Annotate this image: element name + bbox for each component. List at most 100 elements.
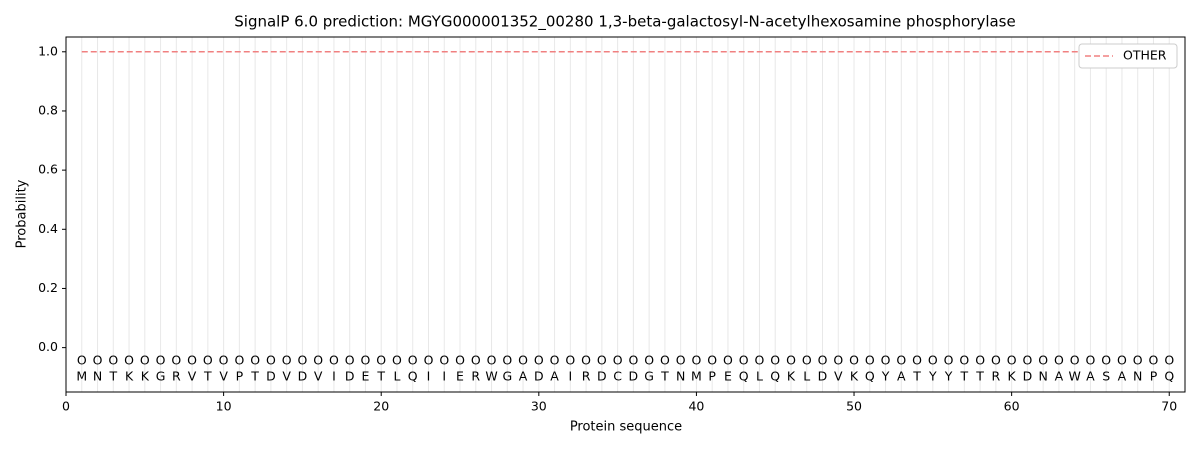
prediction-label: O — [1101, 353, 1111, 368]
residue-label: Y — [881, 369, 890, 384]
prediction-label: O — [439, 353, 449, 368]
residue-label: D — [818, 369, 828, 384]
prediction-label: O — [597, 353, 607, 368]
prediction-label: O — [140, 353, 150, 368]
prediction-label: O — [849, 353, 859, 368]
residue-label: T — [960, 369, 969, 384]
residue-label: T — [250, 369, 259, 384]
residue-label: I — [427, 369, 431, 384]
prediction-label: O — [565, 353, 575, 368]
plot-frame — [65, 36, 1186, 393]
prediction-label: O — [802, 353, 812, 368]
residue-label: W — [1068, 369, 1080, 384]
prediction-label: O — [660, 353, 670, 368]
prediction-label: O — [944, 353, 954, 368]
prediction-label: O — [881, 353, 891, 368]
prediction-label: O — [1038, 353, 1048, 368]
chart-title: SignalP 6.0 prediction: MGYG000001352_00… — [234, 13, 1015, 32]
prediction-label: O — [739, 353, 749, 368]
residue-label: A — [1055, 369, 1064, 384]
residue-label: V — [188, 369, 197, 384]
residue-label: A — [1086, 369, 1095, 384]
residue-label: D — [345, 369, 355, 384]
prediction-label: O — [1117, 353, 1127, 368]
residue-label: A — [1118, 369, 1127, 384]
y-tick-label: 0.6 — [38, 162, 58, 177]
y-tick-label: 0.2 — [38, 280, 58, 295]
residue-label: T — [912, 369, 921, 384]
prediction-label: O — [912, 353, 922, 368]
prediction-label: O — [345, 353, 355, 368]
prediction-label: O — [613, 353, 623, 368]
residue-label: A — [550, 369, 559, 384]
residue-label: D — [266, 369, 276, 384]
prediction-label: O — [692, 353, 702, 368]
prediction-label: O — [959, 353, 969, 368]
residue-label: M — [76, 369, 87, 384]
prediction-label: O — [1086, 353, 1096, 368]
prediction-label: O — [219, 353, 229, 368]
residue-label: K — [787, 369, 796, 384]
prediction-label: O — [487, 353, 497, 368]
prediction-label: O — [471, 353, 481, 368]
x-tick-label: 40 — [688, 399, 704, 414]
prediction-label: O — [77, 353, 87, 368]
residue-label: K — [141, 369, 150, 384]
residue-label: R — [992, 369, 1001, 384]
residue-label: D — [629, 369, 639, 384]
residue-label: N — [676, 369, 685, 384]
residue-label: G — [156, 369, 166, 384]
prediction-label: O — [581, 353, 591, 368]
residue-label: R — [582, 369, 591, 384]
residue-label: Q — [1164, 369, 1174, 384]
prediction-label: O — [975, 353, 985, 368]
residue-label: L — [803, 369, 810, 384]
prediction-label: O — [644, 353, 654, 368]
residue-label: E — [456, 369, 464, 384]
prediction-label: O — [818, 353, 828, 368]
residue-label: Q — [739, 369, 749, 384]
residue-label: G — [644, 369, 654, 384]
y-tick-label: 0.0 — [38, 339, 58, 354]
residue-label: E — [361, 369, 369, 384]
prediction-label: O — [770, 353, 780, 368]
residue-label: K — [125, 369, 134, 384]
residue-label: V — [314, 369, 323, 384]
prediction-label: O — [329, 353, 339, 368]
residue-label: C — [613, 369, 622, 384]
residue-label: I — [568, 369, 572, 384]
prediction-label: O — [266, 353, 276, 368]
residue-label: D — [597, 369, 607, 384]
residue-label: P — [1150, 369, 1158, 384]
prediction-label: O — [392, 353, 402, 368]
prediction-label: O — [1164, 353, 1174, 368]
residue-label: T — [203, 369, 212, 384]
prediction-label: O — [376, 353, 386, 368]
residue-label: V — [834, 369, 843, 384]
prediction-label: O — [1007, 353, 1017, 368]
residue-label: Y — [928, 369, 937, 384]
prediction-label: O — [1022, 353, 1032, 368]
residue-label: P — [236, 369, 244, 384]
prediction-label: O — [93, 353, 103, 368]
residue-label: T — [975, 369, 984, 384]
prediction-label: O — [676, 353, 686, 368]
x-tick-label: 60 — [1004, 399, 1020, 414]
residue-label: Q — [770, 369, 780, 384]
prediction-label: O — [896, 353, 906, 368]
prediction-label: O — [297, 353, 307, 368]
prediction-label: O — [361, 353, 371, 368]
residue-label: K — [850, 369, 859, 384]
prediction-label: O — [865, 353, 875, 368]
x-tick-label: 50 — [846, 399, 862, 414]
y-tick-label: 1.0 — [38, 43, 58, 58]
prediction-label: O — [707, 353, 717, 368]
prediction-label: O — [534, 353, 544, 368]
residue-label: P — [708, 369, 716, 384]
residue-label: T — [376, 369, 385, 384]
residue-label: A — [897, 369, 906, 384]
residue-label: L — [756, 369, 763, 384]
x-tick-label: 70 — [1161, 399, 1177, 414]
residue-label: I — [332, 369, 336, 384]
